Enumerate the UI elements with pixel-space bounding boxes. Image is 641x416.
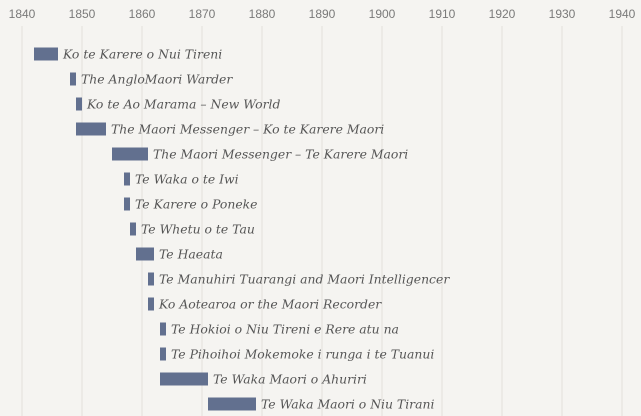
- timeline-bar: [112, 147, 148, 161]
- bar-label: Te Hokioi o Niu Tireni e Rere atu na: [171, 322, 399, 337]
- x-tick-label: 1940: [609, 7, 636, 21]
- timeline-bar: [130, 222, 136, 236]
- x-tick-label: 1890: [309, 7, 336, 21]
- timeline-labels: Ko te Karere o Nui Tireni The AngloMaori …: [62, 47, 450, 412]
- bar-label: Te Whetu o te Tau: [141, 222, 255, 237]
- timeline-bars: [34, 47, 256, 411]
- bar-label: Te Waka o te Iwi: [135, 172, 239, 187]
- bar-label: Te Waka Maori o Niu Tirani: [261, 397, 434, 412]
- x-tick-label: 1850: [69, 7, 96, 21]
- bar-label: Te Waka Maori o Ahuriri: [213, 372, 367, 387]
- bar-label: Te Karere o Poneke: [135, 197, 258, 212]
- timeline-bar: [70, 72, 76, 86]
- x-tick-label: 1870: [189, 7, 216, 21]
- timeline-bar: [160, 372, 208, 386]
- timeline-bar: [136, 247, 154, 261]
- timeline-bar: [76, 122, 106, 136]
- x-tick-label: 1860: [129, 7, 156, 21]
- bar-label: The Maori Messenger – Te Karere Maori: [153, 147, 408, 162]
- grid-lines: [21, 26, 623, 416]
- x-tick-label: 1840: [9, 7, 36, 21]
- timeline-bar: [208, 397, 256, 411]
- x-tick-label: 1900: [369, 7, 396, 21]
- timeline-bar: [124, 197, 130, 211]
- bar-label: The Maori Messenger – Ko te Karere Maori: [111, 122, 384, 137]
- bar-label: Ko te Karere o Nui Tireni: [62, 47, 222, 62]
- timeline-bar: [76, 97, 82, 111]
- timeline-bar: [148, 272, 154, 286]
- bar-label: Te Haeata: [159, 247, 223, 262]
- x-tick-label: 1920: [489, 7, 516, 21]
- timeline-bar: [34, 47, 58, 61]
- x-axis-ticks: 1840 1850 1860 1870 1880 1890 1900 1910 1920 1930…: [9, 7, 636, 21]
- x-tick-label: 1880: [249, 7, 276, 21]
- x-tick-label: 1910: [429, 7, 456, 21]
- bar-label: The AngloMaori Warder: [81, 72, 233, 87]
- bar-label: Te Manuhiri Tuarangi and Maori Intellige…: [159, 272, 450, 287]
- bar-label: Te Pihoihoi Mokemoke i runga i te Tuanui: [171, 347, 434, 362]
- timeline-bar: [160, 347, 166, 361]
- timeline-bar: [160, 322, 166, 336]
- bar-label: Ko Aotearoa or the Maori Recorder: [158, 297, 382, 312]
- timeline-bar: [124, 172, 130, 186]
- bar-label: Ko te Ao Marama – New World: [86, 97, 280, 112]
- timeline-bar: [148, 297, 154, 311]
- x-tick-label: 1930: [549, 7, 576, 21]
